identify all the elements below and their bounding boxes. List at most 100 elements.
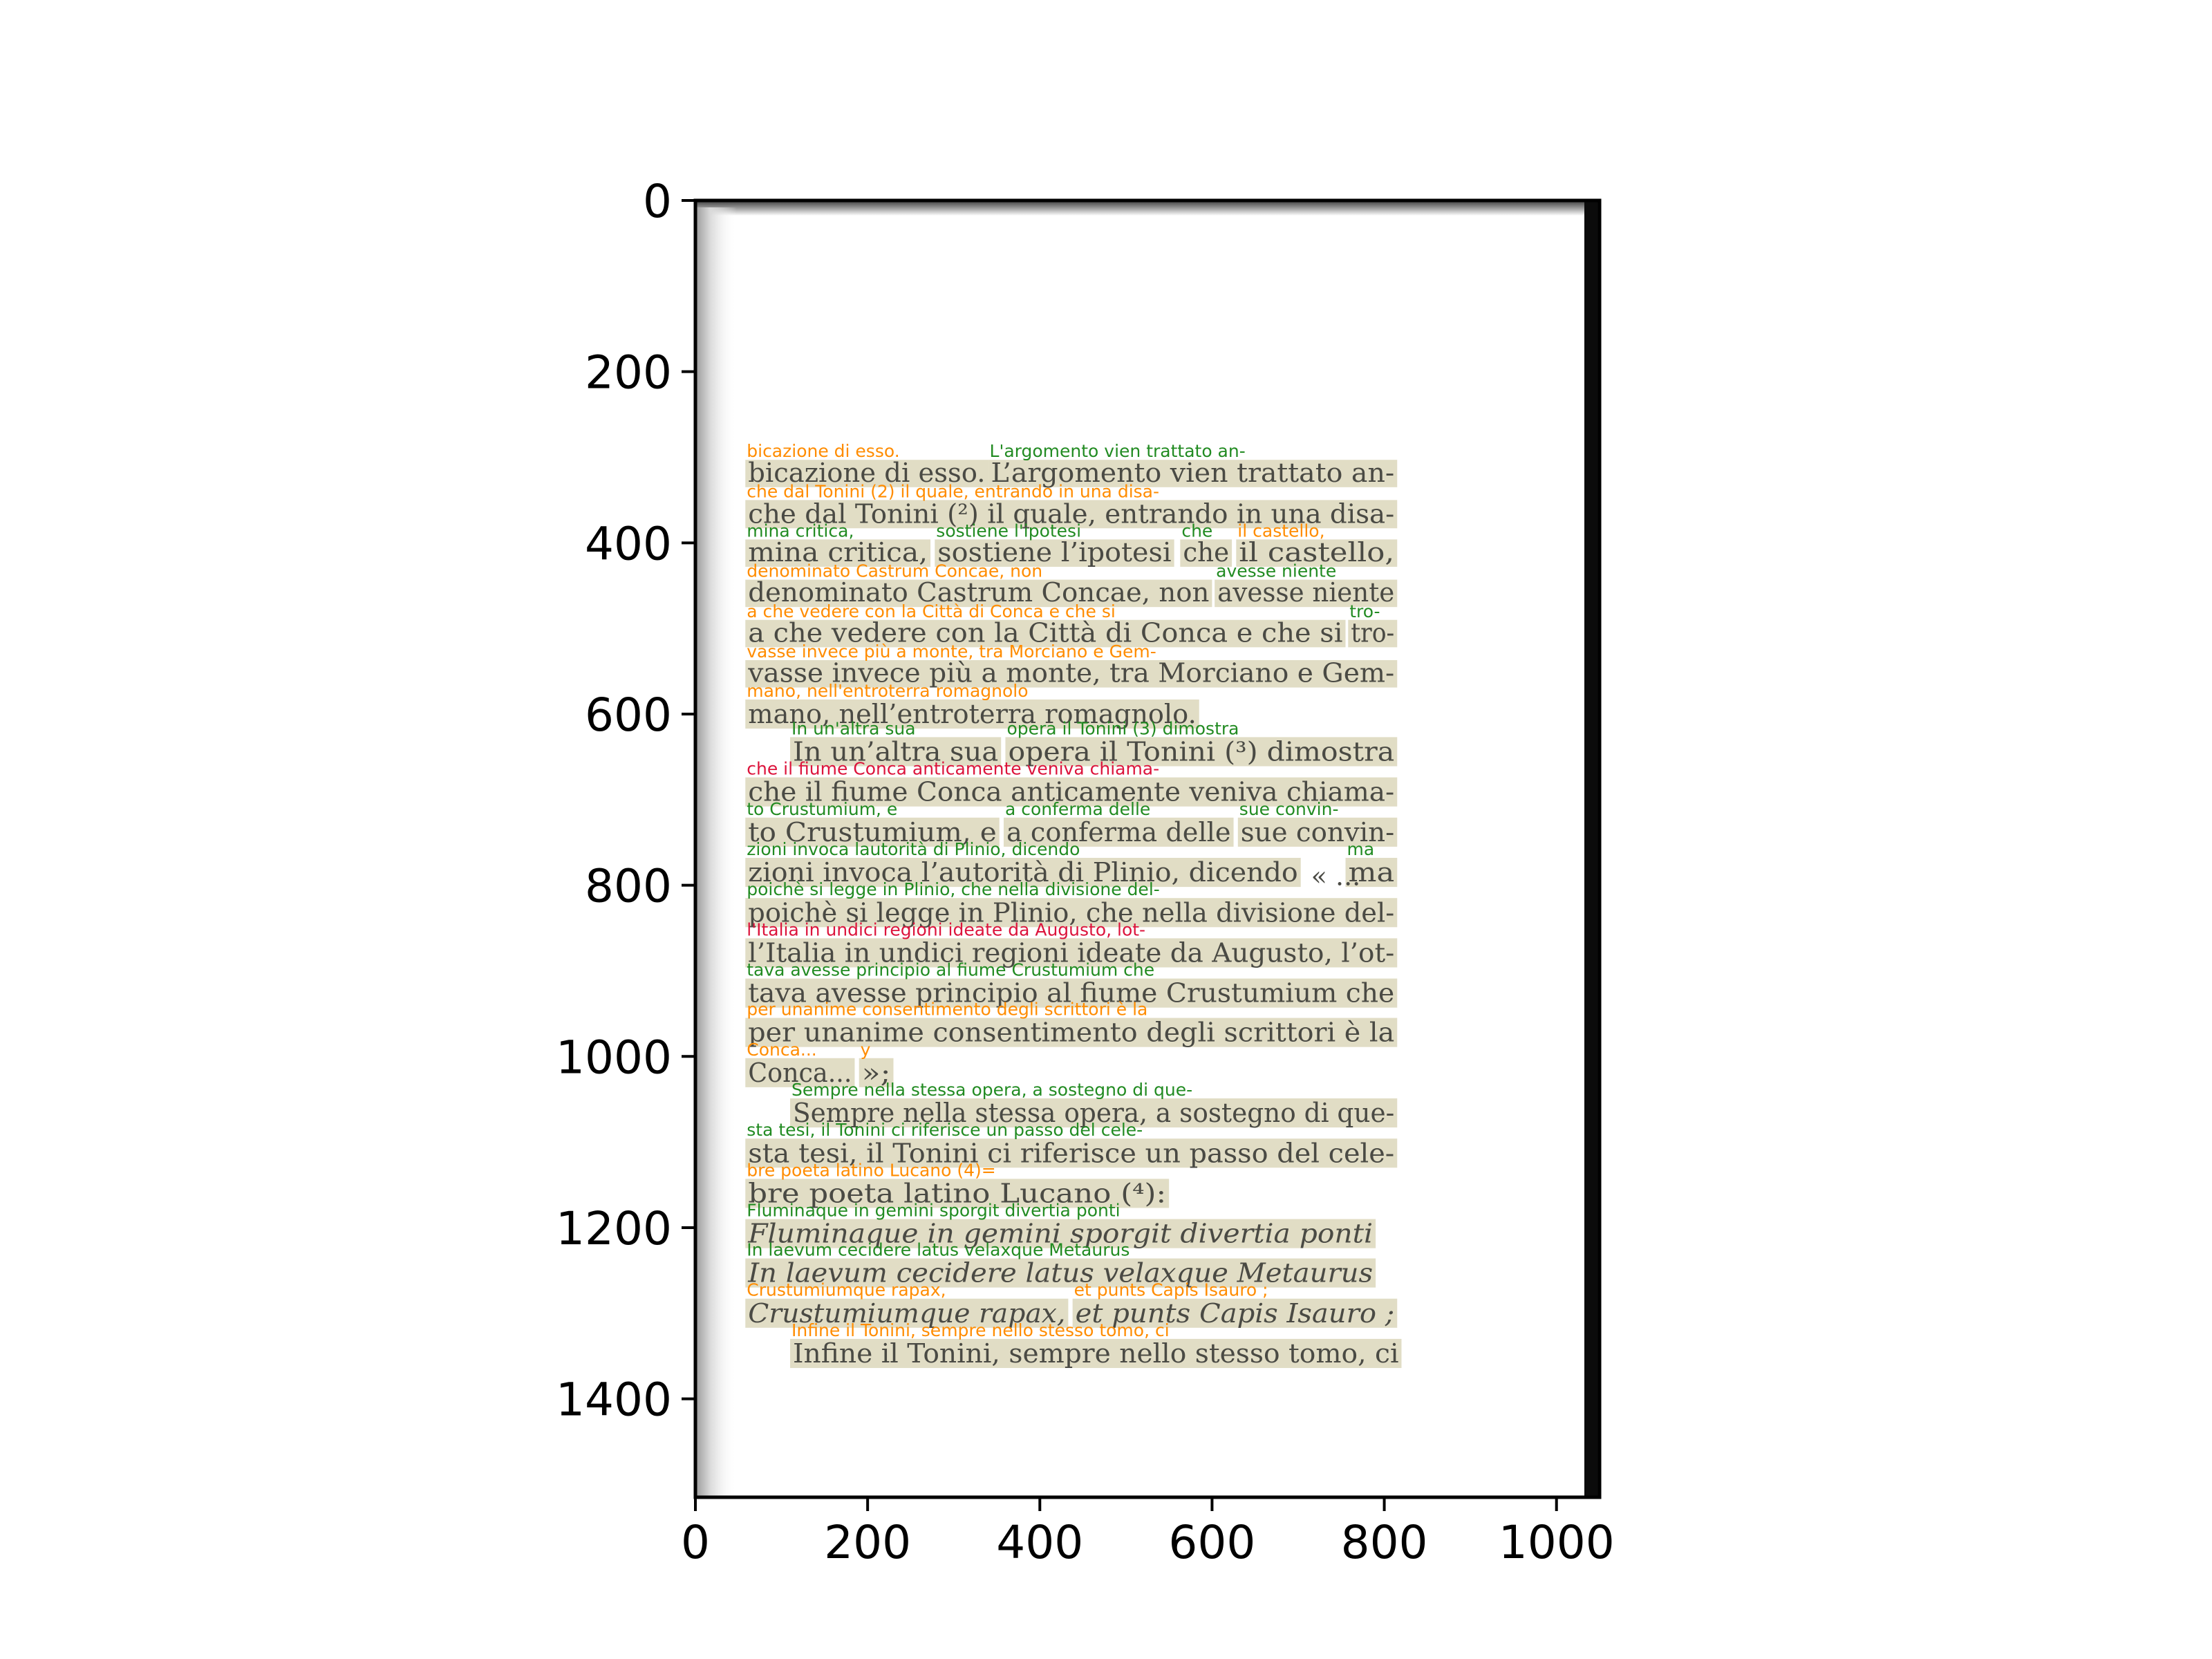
ocr-label: avesse niente — [1216, 561, 1336, 581]
scan-text-line: Sempre nella stessa opera, a sostegno di… — [793, 1098, 1394, 1128]
scan-text-line: denominato Castrum Concae, non — [748, 577, 1209, 608]
ocr-box — [745, 539, 931, 567]
scan-text-line: l’Italia in undici regioni ideate da Aug… — [748, 938, 1394, 968]
ocr-label: sue convin- — [1239, 799, 1339, 819]
scan-text-line: In laevum cecidere latus velaxque Metaur… — [747, 1258, 1373, 1288]
ocr-label: Crustumiumque rapax, — [747, 1280, 946, 1300]
scan-text-line: et punts Capis Isauro ; — [1076, 1298, 1395, 1329]
ocr-boxes — [745, 460, 1402, 1369]
ocr-box — [745, 619, 1346, 648]
ocr-label: Fluminaque in gemini sporgit divertia po… — [747, 1201, 1120, 1221]
ocr-box — [1003, 817, 1234, 847]
ocr-box — [1345, 858, 1398, 888]
ocr-box — [1348, 619, 1398, 648]
scan-text-line: poichè si legge in Plinio, che nella div… — [748, 897, 1394, 928]
x-tick-label: 200 — [824, 1516, 911, 1569]
ocr-label: che dal Tonini (2) il quale, entrando in… — [747, 481, 1159, 501]
ocr-label: Conca... — [747, 1040, 817, 1060]
y-tick-label: 1200 — [556, 1202, 672, 1255]
x-tick-label: 600 — [1168, 1516, 1255, 1569]
scan-text-line: che il fiume Conca anticamente veniva ch… — [748, 777, 1394, 807]
ocr-box — [790, 1338, 1402, 1369]
ocr-label: bre poeta latino Lucano (4)= — [747, 1160, 996, 1180]
ocr-box — [745, 500, 1398, 529]
ocr-box — [1237, 817, 1398, 847]
scan-text-line: Crustumiumque rapax, — [748, 1298, 1065, 1329]
ocr-box — [745, 858, 1301, 888]
axes-frame — [693, 198, 1602, 1499]
ocr-box — [745, 1258, 1376, 1288]
ocr-label: y — [861, 1040, 871, 1060]
scan-text-line: per unanime consentimento degli scrittor… — [748, 1018, 1394, 1048]
ocr-box — [745, 1298, 1069, 1328]
ocr-box — [745, 817, 1000, 847]
ocr-label: denominato Castrum Concae, non — [747, 561, 1042, 581]
scan-text-lines: bicazione di esso. L’argomento vien tratt… — [747, 458, 1398, 1369]
scan-text-line: opera il Tonini (³) dimostra — [1008, 737, 1394, 767]
scan-text-line: »; — [862, 1058, 891, 1088]
scan-text-line: Infine il Tonini, sempre nello stesso to… — [793, 1338, 1398, 1369]
ocr-label: mina critica, — [747, 521, 854, 541]
ocr-label: In un'altra sua — [791, 718, 916, 738]
y-axis: 0 200 400 600 800 1000 1200 1400 — [556, 175, 695, 1427]
ocr-labels: bicazione di esso. L'argomento vien tratt… — [747, 441, 1380, 1340]
ocr-box — [1180, 539, 1232, 567]
ocr-label: to Crustumium, e — [747, 799, 897, 819]
scan-text-line: a che vedere con la Città di Conca e che… — [748, 617, 1342, 648]
ocr-box — [745, 1018, 1398, 1047]
ocr-label: che — [1181, 521, 1212, 541]
scan-text-line: ma — [1349, 857, 1395, 888]
scan-text-line: L’argomento vien trattato an- — [991, 458, 1395, 488]
ocr-label: per unanime consentimento degli scrittor… — [747, 1000, 1147, 1020]
y-tick-label: 800 — [585, 860, 672, 913]
x-tick-label: 0 — [681, 1516, 710, 1569]
y-tick-label: 1000 — [556, 1031, 672, 1084]
ocr-box — [1215, 579, 1398, 608]
y-tick-label: 400 — [585, 517, 672, 570]
scan-text-line: mano, nell’entroterra romagnolo. — [748, 699, 1196, 729]
y-tick-label: 1400 — [556, 1374, 672, 1427]
x-tick-label: 400 — [996, 1516, 1083, 1569]
ocr-label: il castello, — [1237, 521, 1324, 541]
ocr-label: bicazione di esso. — [747, 441, 899, 461]
ocr-box — [745, 898, 1398, 928]
ocr-box — [859, 1058, 894, 1087]
x-tick-label: 1000 — [1499, 1516, 1615, 1569]
ocr-label: l'Italia in undici regioni ideate da Aug… — [747, 919, 1145, 939]
scan-text-line: sta tesi, il Tonini ci riferisce un pass… — [748, 1138, 1394, 1168]
ocr-box — [1005, 737, 1398, 767]
ocr-label: vasse invece più a monte, tra Morciano e… — [747, 641, 1156, 662]
ocr-label: a che vedere con la Città di Conca e che… — [747, 601, 1116, 621]
ocr-label: opera il Tonini (3) dimostra — [1006, 718, 1239, 738]
ocr-label: zioni invoca lautorità di Plinio, dicend… — [747, 839, 1080, 859]
ocr-label: sostiene l'ipotesi — [936, 521, 1081, 541]
x-tick-label: 800 — [1341, 1516, 1428, 1569]
ocr-box — [745, 1138, 1398, 1168]
ocr-label: tava avesse principio al fiume Crustumiu… — [747, 960, 1154, 980]
ocr-box — [745, 1058, 855, 1087]
ocr-label: ma — [1347, 839, 1375, 859]
ocr-box — [745, 699, 1199, 729]
ocr-box — [745, 938, 1398, 968]
scan-text-line: che dal Tonini (²) il quale, entrando in… — [748, 498, 1394, 529]
page-top-shadow — [695, 200, 1594, 216]
scan-text-line: to Crustumium, e — [748, 817, 996, 847]
y-tick-label: 600 — [585, 688, 672, 742]
y-tick-label: 0 — [643, 175, 672, 228]
x-axis: 0 200 400 600 800 1000 — [681, 1497, 1615, 1569]
scan-text-line: sue convin- — [1241, 817, 1394, 847]
ocr-box — [1236, 539, 1398, 567]
page-left-shadow — [695, 207, 737, 1497]
scan-text-line: Conca... — [748, 1058, 852, 1088]
scan-text-fragment: « ... — [1311, 861, 1361, 892]
ocr-box — [745, 579, 1212, 608]
scan-text-line: avesse niente — [1217, 577, 1394, 608]
ocr-box — [745, 659, 1398, 688]
ocr-label: tro- — [1349, 601, 1380, 621]
y-tick-label: 200 — [585, 346, 672, 400]
scan-text-line: mina critica, — [748, 537, 928, 568]
ocr-label: In laevum cecidere latus velaxque Metaur… — [747, 1240, 1130, 1260]
ocr-label: et punts Capis Isauro ; — [1074, 1280, 1268, 1300]
ocr-label: Sempre nella stessa opera, a sostegno di… — [791, 1080, 1192, 1100]
